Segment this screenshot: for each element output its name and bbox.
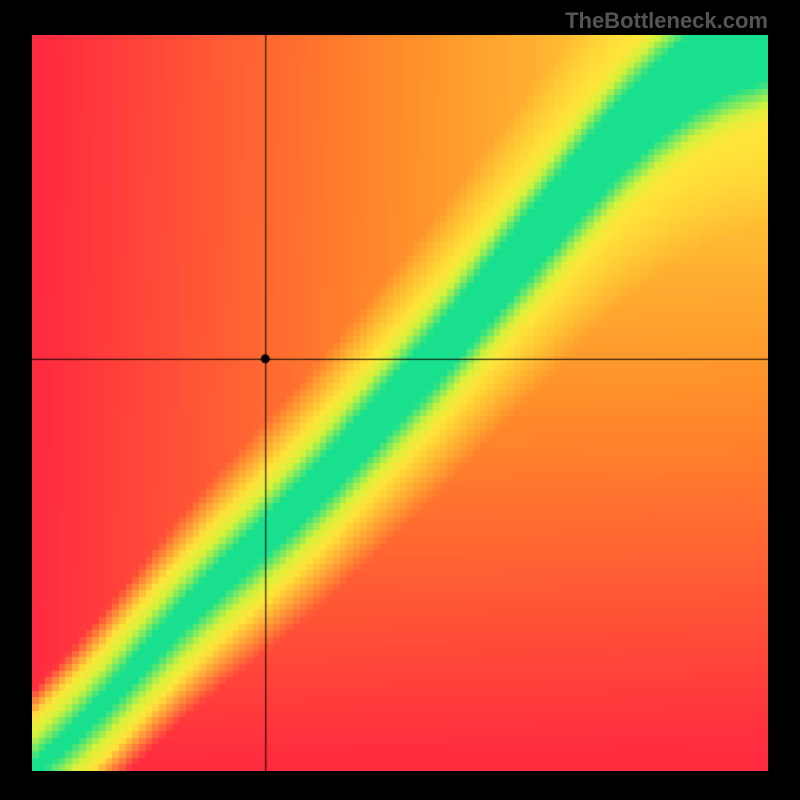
watermark-text: TheBottleneck.com xyxy=(565,8,768,34)
chart-container: TheBottleneck.com xyxy=(0,0,800,800)
bottleneck-heatmap xyxy=(32,35,768,771)
